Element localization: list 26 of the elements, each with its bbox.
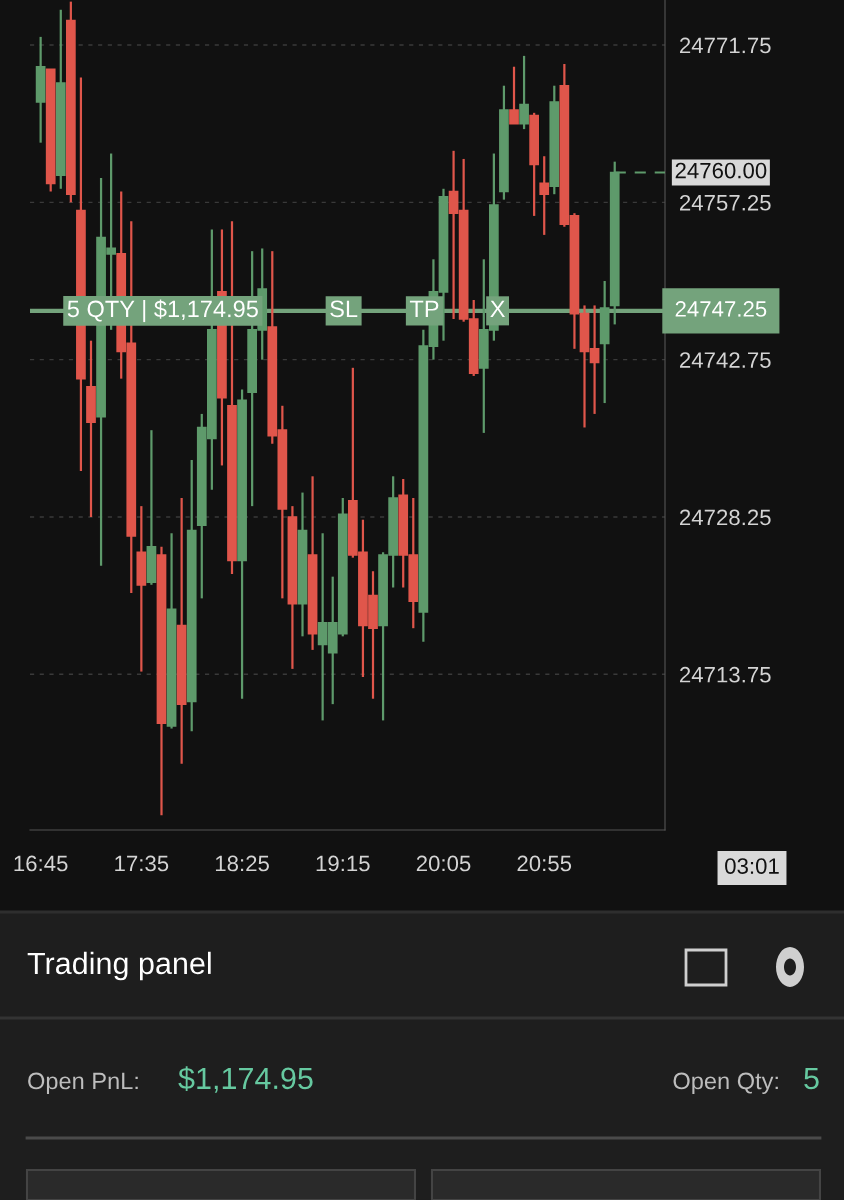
ref-line-label: 24747.25 xyxy=(675,301,767,317)
text: 03:01 xyxy=(725,858,779,874)
y-tick-label: 24742.75 xyxy=(680,352,771,368)
y-tick-label: 24757.25 xyxy=(680,194,771,211)
y-tick-label: 24728.25 xyxy=(680,509,771,526)
x-tick-label: 20:55 xyxy=(517,855,572,872)
text: Trading panel xyxy=(27,951,211,981)
text: 5 xyxy=(804,1067,819,1090)
x-tick-label: 20:05 xyxy=(416,855,471,872)
text: Open PnL: xyxy=(28,1072,138,1095)
text: $1,174.95 xyxy=(178,1066,313,1093)
x-tick-label: 19:15 xyxy=(316,855,370,872)
x-tick-label: 18:25 xyxy=(215,855,269,872)
text: Open Qty: xyxy=(673,1072,778,1095)
annotation: SL xyxy=(330,300,358,318)
x-tick-label: 16:45 xyxy=(14,855,68,872)
candlestick xyxy=(509,65,519,125)
annotation: 5 QTY | $1,174.95 xyxy=(67,299,258,323)
annotation: X xyxy=(490,300,505,317)
candlestick xyxy=(539,155,550,237)
y-tick-label: 24771.75 xyxy=(680,37,771,54)
ref-line-label: 24760.00 xyxy=(675,162,767,179)
y-tick-label: 24713.75 xyxy=(680,666,771,683)
x-tick-label: 17:35 xyxy=(115,855,169,872)
candlestick xyxy=(519,54,529,131)
annotation: TP xyxy=(409,300,439,317)
